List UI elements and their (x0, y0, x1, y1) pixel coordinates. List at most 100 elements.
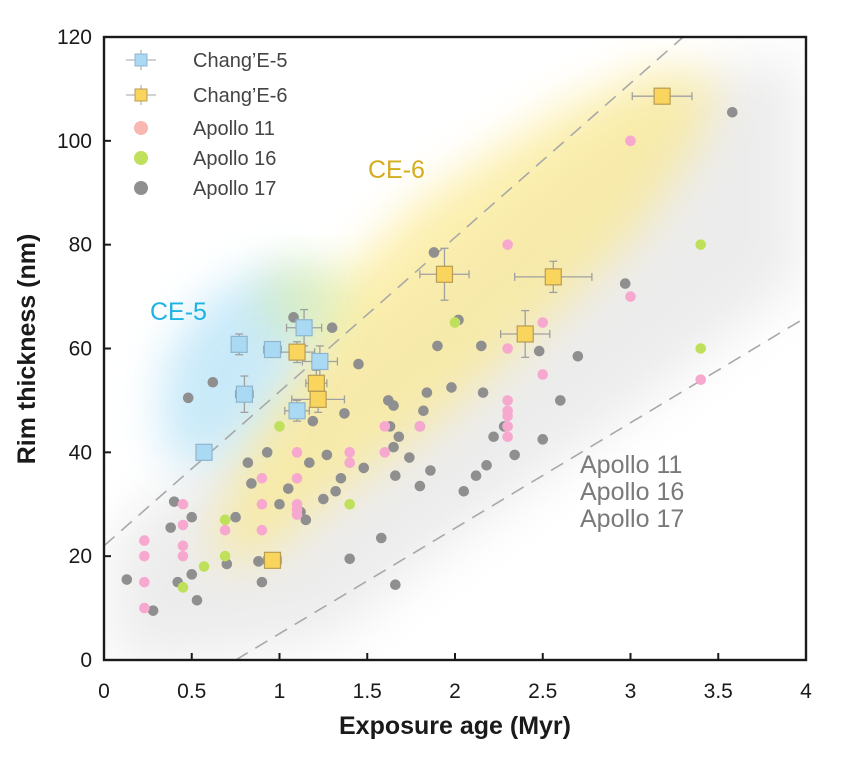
y-tick-label: 120 (57, 26, 92, 49)
apollo11-point (256, 472, 268, 484)
ce6-region (210, 70, 720, 560)
apollo11-point (502, 410, 513, 422)
x-tick-label: 2 (449, 680, 461, 703)
apollo17-point (246, 478, 257, 489)
apollo17-point (230, 511, 241, 523)
x-tick-label: 0.5 (177, 680, 206, 703)
apollo17-point (274, 498, 285, 510)
x-tick-label: 0 (98, 680, 110, 703)
x-tick-label: 4 (800, 680, 812, 703)
legend-label-ce5: Chang’E-5 (193, 50, 288, 72)
apollo11-point (291, 509, 303, 520)
apollo17-point (282, 483, 294, 494)
ce6-point (435, 265, 454, 283)
ce5-point (195, 443, 213, 461)
apollo17-point (477, 387, 489, 398)
legend-item-ce6: Chang’E-6 (126, 85, 288, 107)
apollo17-point (390, 470, 401, 481)
x-tick-label: 1 (274, 680, 286, 703)
apollo17-point (165, 522, 176, 533)
legend-marker-ce5 (134, 53, 148, 67)
apollo11-point (177, 550, 189, 562)
apollo17-point (253, 556, 264, 567)
legend: Chang’E-5 Chang’E-6 Apollo 11 Apollo 16 … (126, 50, 288, 200)
apollo11-point (502, 395, 513, 406)
apollo11-point (502, 431, 513, 443)
apollo11-point (625, 291, 636, 302)
ce6-point (653, 87, 671, 105)
ce5-point (311, 352, 329, 371)
apollo17-point (375, 532, 387, 544)
apollo16-point (177, 582, 189, 593)
apollo17-point (421, 387, 433, 398)
y-tick-label: 0 (80, 649, 92, 672)
apollo11-point (625, 135, 636, 147)
apollo17-point (344, 553, 356, 565)
apollo11-point (537, 317, 549, 328)
apollo11-point (537, 369, 549, 380)
ce6-point (544, 268, 562, 286)
apollo11-point (502, 343, 513, 354)
apollo17-point (304, 457, 315, 469)
y-tick-label: 60 (69, 338, 92, 361)
legend-label-apollo17: Apollo 17 (193, 178, 276, 200)
ce5-point (230, 335, 248, 353)
apollo17-point (404, 452, 415, 463)
apollo17-point (182, 392, 194, 404)
apollo16-point (695, 239, 706, 250)
apollo17-point (418, 405, 429, 417)
x-tick-label: 1.5 (353, 680, 382, 703)
apollo17-point (335, 472, 347, 484)
annotation-ce5: CE-5 (150, 298, 207, 326)
apollo11-point (695, 374, 706, 385)
apollo17-point (388, 441, 399, 453)
ce6-point (516, 325, 534, 343)
apollo17-point (390, 579, 401, 591)
ce6-point (309, 390, 327, 408)
apollo11-point (414, 421, 426, 432)
x-axis-title: Exposure age (Myr) (339, 712, 571, 740)
apollo11-point (256, 524, 268, 536)
apollo11-point (344, 457, 356, 469)
ce5-ce6-overlap (260, 260, 350, 340)
annotation-ce6: CE-6 (368, 156, 425, 184)
apollo17-point (533, 345, 545, 357)
legend-item-apollo11: Apollo 11 (134, 118, 275, 140)
ce5-point (295, 319, 313, 337)
reference-line-1 (235, 316, 806, 660)
ce6-point (288, 343, 306, 361)
apollo16-point (219, 514, 231, 526)
apollo17-point (726, 106, 738, 118)
legend-item-apollo16: Apollo 16 (134, 148, 276, 170)
annotation-apollo16: Apollo 16 (580, 478, 684, 506)
apollo17-point (207, 376, 219, 388)
annotation-apollo11: Apollo 11 (580, 451, 682, 479)
ce6-point (307, 374, 325, 392)
apollo11-point (139, 602, 150, 614)
apollo17-point (339, 408, 350, 419)
apollo16-point (198, 561, 210, 572)
reference-line-0 (104, 37, 684, 547)
apollo11-point (177, 519, 189, 531)
apollo11-point (379, 447, 391, 458)
apollo17-point (414, 480, 426, 492)
apollo17-point (256, 576, 268, 588)
x-tick-label: 3 (625, 680, 637, 703)
apollo17-point (186, 569, 198, 580)
legend-label-apollo11: Apollo 11 (193, 118, 275, 140)
apollo11-point (291, 447, 303, 458)
apollo17-point (242, 457, 254, 469)
legend-marker-apollo17 (134, 181, 148, 195)
apollo17-point (186, 511, 198, 523)
apollo16-point (219, 550, 231, 562)
apollo17-point (509, 449, 520, 461)
ce6-point (263, 551, 282, 569)
apollo11-point (177, 498, 189, 510)
apollo16-point (695, 343, 706, 354)
apollo17-point (488, 431, 499, 443)
data-points (121, 87, 738, 616)
ce5-point (263, 340, 282, 359)
reference-lines (104, 37, 806, 660)
legend-marker-apollo11 (134, 121, 148, 135)
legend-item-apollo17: Apollo 17 (134, 178, 276, 200)
